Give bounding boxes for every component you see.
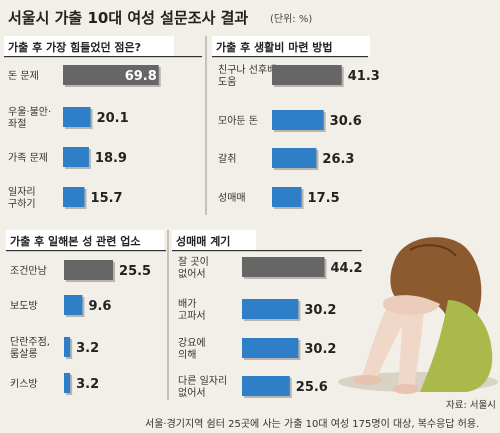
footnote: 서울·경기지역 쉼터 25곳에 사는 가출 10대 여성 175명이 대상, 복… <box>145 417 479 430</box>
bar <box>64 260 114 280</box>
category-label: 우울·불안· 좌절 <box>8 106 51 130</box>
bar <box>63 187 85 207</box>
panel-header-bg <box>172 230 256 250</box>
category-label: 일자리 구하기 <box>8 186 36 210</box>
panel-title: 가출 후 일해본 성 관련 업소 <box>10 234 140 248</box>
bar <box>64 373 71 393</box>
chart-panel-4: 성매매 계기잘 곳이 없어서 44.2 배가 고파서 30.2 강요에 의해 30.2 다른 일자… <box>172 230 363 399</box>
value-label: 15.7 <box>91 191 123 206</box>
panel-header-rule <box>172 250 362 252</box>
category-label: 가족 문제 <box>8 152 48 164</box>
value-label: 69.8 <box>125 69 157 84</box>
category-label: 보도방 <box>10 300 38 312</box>
bar <box>63 147 89 167</box>
category-label: 잘 곳이 없어서 <box>178 256 209 280</box>
value-label: 3.2 <box>76 341 99 356</box>
value-label: 17.5 <box>308 191 340 206</box>
value-label: 30.2 <box>304 342 336 357</box>
category-label: 친구나 선후배 도움 <box>218 64 276 88</box>
bar <box>64 295 83 315</box>
panel-header-bg <box>212 36 370 56</box>
category-label: 단란주점, 룸살롱 <box>10 336 50 360</box>
bar <box>272 187 302 207</box>
category-label: 다른 일자리 없어서 <box>178 375 227 399</box>
panel-header-rule <box>4 56 202 58</box>
panel-header-rule <box>212 56 368 58</box>
category-label: 조건만남 <box>10 265 47 277</box>
category-label: 성매매 <box>218 192 246 204</box>
value-label: 20.1 <box>97 111 129 126</box>
panel-header-rule <box>6 250 166 252</box>
panel-title: 가출 후 가장 힘들었던 점은? <box>8 40 141 54</box>
panel-title: 가출 후 생활비 마련 방법 <box>216 40 333 54</box>
value-label: 25.6 <box>296 380 328 395</box>
category-label: 돈 문제 <box>8 70 39 82</box>
chart-panel-1: 가출 후 가장 힘들었던 점은? 돈 문제 69.8 우울·불안· 좌절 20.1 가족 문… <box>4 36 202 210</box>
category-label: 배가 고파서 <box>178 298 206 322</box>
category-label: 모아둔 돈 <box>218 115 258 127</box>
panel-header-bg <box>4 36 174 56</box>
category-label: 키스방 <box>10 378 38 390</box>
panel-title: 성매매 계기 <box>176 234 230 248</box>
bar <box>272 65 342 85</box>
bar <box>242 257 325 277</box>
bar <box>272 110 324 130</box>
value-label: 26.3 <box>322 152 354 167</box>
value-label: 44.2 <box>331 261 363 276</box>
value-label: 3.2 <box>76 377 99 392</box>
value-label: 18.9 <box>95 151 127 166</box>
panel-header-bg <box>6 230 164 250</box>
value-label: 9.6 <box>88 299 111 314</box>
bar <box>242 376 290 396</box>
page-title: 서울시 가출 10대 여성 설문조사 결과 <box>8 9 248 27</box>
bar <box>242 299 299 319</box>
source-label: 자료: 서울시 <box>446 400 496 411</box>
crouching-girl-illustration <box>338 237 498 394</box>
value-label: 25.5 <box>119 264 151 279</box>
bar <box>64 337 71 357</box>
bar <box>63 107 91 127</box>
category-label: 강요에 의해 <box>178 337 206 361</box>
bar <box>242 338 299 358</box>
category-label: 갈취 <box>218 152 236 165</box>
value-label: 30.2 <box>304 303 336 318</box>
bar <box>272 148 317 168</box>
bar <box>63 65 159 85</box>
value-label: 30.6 <box>330 114 362 129</box>
value-label: 41.3 <box>348 69 380 84</box>
unit-note: (단위: %) <box>270 12 312 25</box>
